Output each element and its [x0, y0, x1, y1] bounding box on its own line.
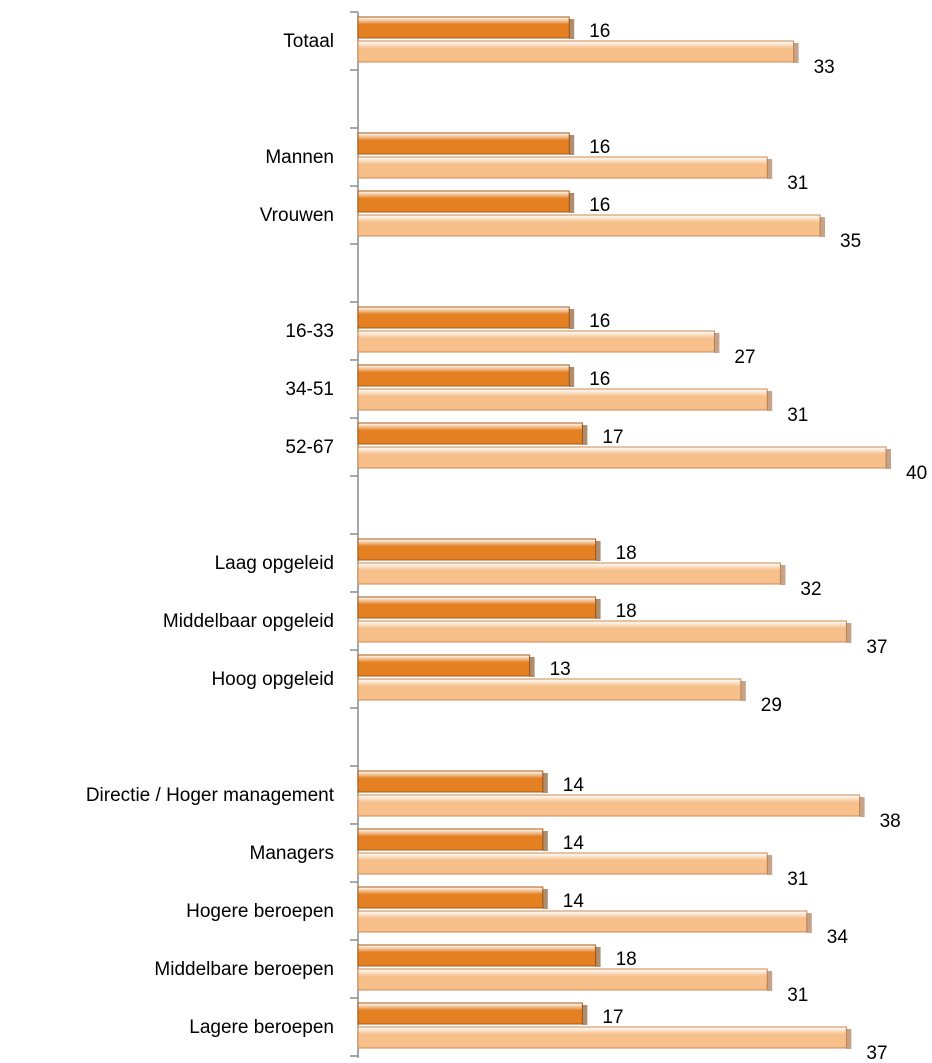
- value-label: 16: [589, 21, 610, 42]
- category-label: Managers: [250, 843, 335, 864]
- value-label: 16: [589, 311, 610, 332]
- category-label: Mannen: [265, 147, 334, 168]
- bar-shadow: [569, 135, 575, 155]
- bar: [357, 364, 570, 387]
- bar-shadow: [569, 309, 575, 329]
- bar: [357, 1002, 583, 1025]
- value-label: 14: [563, 775, 585, 796]
- bar: [357, 596, 597, 619]
- bar: [357, 156, 768, 179]
- value-label: 14: [563, 833, 585, 854]
- bar: [357, 678, 742, 701]
- category-label: Directie / Hoger management: [86, 785, 335, 806]
- bar: [357, 422, 583, 445]
- bar-shadow: [542, 889, 548, 909]
- bar-shadow: [820, 217, 825, 237]
- value-label: 18: [616, 949, 637, 970]
- value-label: 37: [866, 637, 887, 658]
- value-label: 18: [616, 543, 637, 564]
- bar-shadow: [767, 391, 773, 411]
- bar: [357, 132, 570, 155]
- bar: [357, 886, 544, 909]
- bar-shadow: [714, 333, 720, 353]
- bar: [357, 968, 768, 991]
- category-label: Hogere beroepen: [186, 901, 334, 922]
- value-label: 31: [787, 985, 808, 1006]
- value-label: 17: [602, 427, 623, 448]
- bar-shadow: [569, 367, 575, 387]
- bar-shadow: [780, 565, 786, 585]
- category-label: 16-33: [285, 321, 334, 342]
- category-label: 52-67: [285, 437, 334, 458]
- value-label: 16: [589, 137, 610, 158]
- bar: [357, 306, 570, 329]
- bar: [357, 1026, 847, 1049]
- value-label: 27: [734, 347, 755, 368]
- bar-shadow: [595, 947, 601, 967]
- bar-shadow: [793, 43, 799, 63]
- value-label: 31: [787, 869, 808, 890]
- bar: [357, 538, 597, 561]
- category-label: Middelbare beroepen: [154, 959, 334, 980]
- category-label: Lagere beroepen: [189, 1017, 334, 1038]
- bar: [357, 214, 821, 237]
- bar-shadow: [582, 425, 588, 445]
- value-label: 33: [814, 57, 835, 78]
- value-label: 35: [840, 231, 861, 252]
- bar-shadow: [806, 913, 812, 933]
- bar: [357, 16, 570, 39]
- bar: [357, 654, 531, 677]
- bar-shadow: [859, 797, 865, 817]
- bar: [357, 620, 847, 643]
- bar-shadow: [569, 19, 575, 39]
- category-label: Middelbaar opgeleid: [163, 611, 334, 632]
- bar: [357, 446, 887, 469]
- value-label: 40: [906, 463, 927, 484]
- value-label: 31: [787, 173, 808, 194]
- bar-shadow: [569, 193, 575, 213]
- bar-shadow: [529, 657, 535, 677]
- bar: [357, 828, 544, 851]
- category-label: Vrouwen: [260, 205, 334, 226]
- category-label: Totaal: [283, 31, 334, 52]
- bar: [357, 852, 768, 875]
- value-label: 16: [589, 195, 610, 216]
- value-label: 14: [563, 891, 585, 912]
- bar: [357, 388, 768, 411]
- value-label: 16: [589, 369, 610, 390]
- bar: [357, 770, 544, 793]
- value-label: 32: [800, 579, 821, 600]
- bar-shadow: [767, 855, 773, 875]
- bar-shadow: [542, 831, 548, 851]
- value-label: 17: [602, 1007, 623, 1028]
- category-label: Hoog opgeleid: [211, 669, 334, 690]
- bar-shadow: [740, 681, 746, 701]
- bar: [357, 910, 808, 933]
- bar-shadow: [582, 1005, 588, 1025]
- value-label: 13: [550, 659, 571, 680]
- bar: [357, 562, 781, 585]
- bar: [357, 944, 597, 967]
- bar-shadow: [595, 599, 601, 619]
- bar-shadow: [542, 773, 548, 793]
- value-label: 37: [866, 1043, 887, 1063]
- value-label: 34: [827, 927, 849, 948]
- bar: [357, 794, 861, 817]
- value-label: 18: [616, 601, 637, 622]
- bar: [357, 190, 570, 213]
- bar-shadow: [886, 449, 891, 469]
- value-label: 29: [761, 695, 782, 716]
- bar-shadow: [767, 971, 773, 991]
- category-label: 34-51: [285, 379, 334, 400]
- bar-shadow: [595, 541, 601, 561]
- value-label: 38: [880, 811, 901, 832]
- bar-shadow: [846, 623, 852, 643]
- bar-shadow: [767, 159, 773, 179]
- value-label: 31: [787, 405, 808, 426]
- bar-shadow: [846, 1029, 852, 1049]
- bar: [357, 330, 715, 353]
- category-label: Laag opgeleid: [215, 553, 334, 574]
- bar: [357, 40, 795, 63]
